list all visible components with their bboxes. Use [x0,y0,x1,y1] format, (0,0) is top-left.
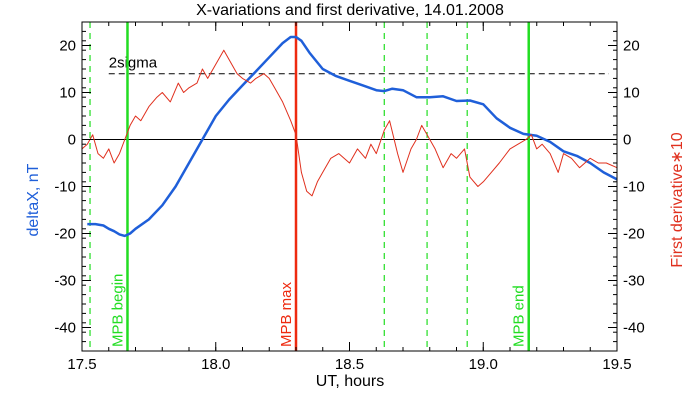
y-left-tick-label: -20 [54,226,76,243]
y-left-tick-label: 0 [68,132,76,149]
marker-label: MPB max [278,281,295,347]
y-right-tick-label: -30 [623,273,645,290]
x-tick-label: 17.5 [67,356,96,373]
y-left-tick-label: -30 [54,273,76,290]
y-right-tick-label: 10 [623,85,640,102]
chart-title: X-variations and first derivative, 14.01… [196,2,504,19]
y-left-tick-label: -10 [54,179,76,196]
y-right-tick-label: -40 [623,320,645,337]
y-right-tick-label: -10 [623,179,645,196]
threshold-label: 2sigma [109,55,158,72]
y-axis-right-label: First derivative∗10 [669,132,686,267]
series-line-derivative [81,49,618,197]
y-right-tick-label: -20 [623,226,645,243]
x-axis-label: UT, hours [316,373,384,390]
x-tick-label: 19.5 [602,356,631,373]
plot-frame [81,21,618,352]
plot-area: 2sigma MPB begin MPB max MPB end -40 -40 -30 -3… [54,21,645,373]
y-axis-left-label: deltaX, nT [25,163,42,236]
y-left-tick-label: 10 [59,85,76,102]
marker-label: MPB end [511,285,528,347]
x-tick-label: 18.0 [201,356,230,373]
marker-label: MPB begin [109,274,126,347]
x-tick-label: 18.5 [335,356,364,373]
y-left-tick-label: -40 [54,320,76,337]
y-right-tick-label: 20 [623,38,640,55]
series-line-deltax [87,35,618,238]
y-right-tick-label: 0 [623,132,631,149]
y-left-tick-label: 20 [59,38,76,55]
x-tick-label: 19.0 [469,356,498,373]
